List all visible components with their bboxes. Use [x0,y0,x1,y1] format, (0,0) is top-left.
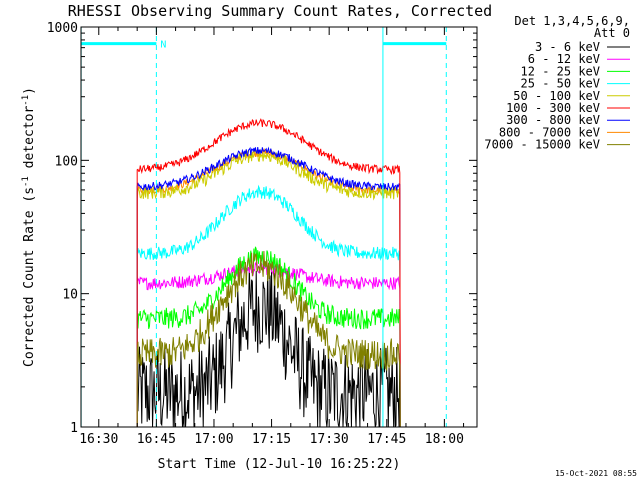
legend-entry: 3 - 6 keV [535,40,600,54]
x-tick-label: 16:30 [79,432,118,447]
y-tick-label: 100 [55,154,78,169]
legend-entry: 800 - 7000 keV [499,125,600,139]
legend-entry: 6 - 12 keV [528,52,600,66]
footer-timestamp: 15-Oct-2021 08:55 [555,469,637,478]
legend-header-att: Att 0 [594,26,630,40]
x-tick-label: 17:15 [252,432,291,447]
plot-area [136,118,401,428]
legend-entry: 25 - 50 keV [521,77,600,91]
series-line [136,147,401,428]
x-tick-label: 17:45 [367,432,406,447]
y-tick-label: 1 [70,421,78,436]
y-axis-label: Corrected Count Rate (s-1 detector-1) [21,87,37,367]
series-line [136,250,401,428]
legend-entry: 100 - 300 keV [506,101,600,115]
x-tick-label: 16:45 [137,432,176,447]
x-tick-label: 17:00 [194,432,233,447]
series-line [136,246,401,428]
chart-title: RHESSI Observing Summary Count Rates, Co… [68,2,492,20]
series-line [136,146,401,428]
legend-entry: 12 - 25 keV [521,64,600,78]
y-tick-label: 10 [62,288,78,303]
x-axis-label: Start Time (12-Jul-10 16:25:22) [158,457,401,472]
series-line [136,268,401,428]
y-tick-label: 1000 [47,21,78,36]
attenuator-label: N [160,40,166,51]
series-line [136,184,401,428]
plot-frame [80,26,478,428]
axes: 1 10 100 1000 16:30 16:45 17:00 17:15 17:30 17:45… [47,21,477,447]
x-tick-label: 17:30 [310,432,349,447]
legend-entry: 50 - 100 keV [513,89,600,103]
series-line [136,148,401,428]
x-tick-label: 18:00 [425,432,464,447]
legend-header-det: Det 1,3,4,5,6,9, [514,14,630,28]
legend-entry: 7000 - 15000 keV [484,138,600,152]
legend-entry: 300 - 800 keV [506,113,600,127]
series-line [136,118,401,428]
